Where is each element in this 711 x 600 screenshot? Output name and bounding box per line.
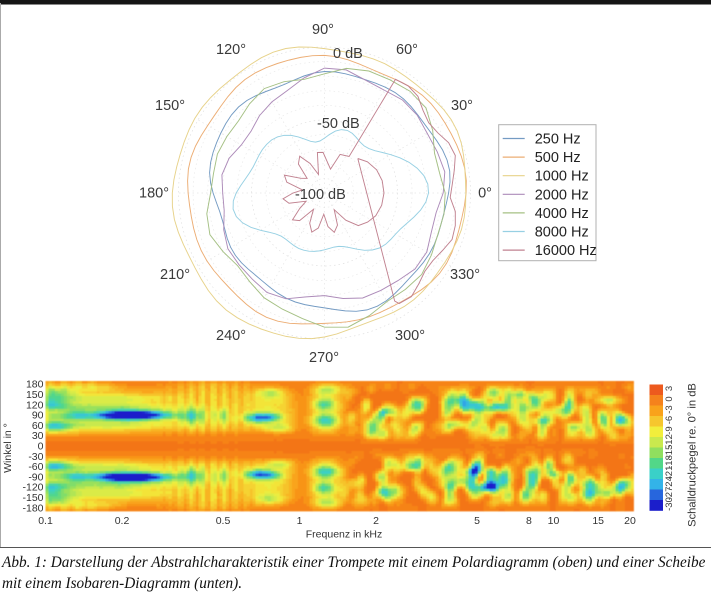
svg-text:90°: 90° <box>312 22 334 38</box>
svg-text:1: 1 <box>297 515 303 527</box>
svg-text:2: 2 <box>373 515 379 527</box>
svg-text:-180: -180 <box>22 502 43 514</box>
svg-text:-100 dB: -100 dB <box>295 187 346 203</box>
svg-text:-120: -120 <box>22 482 43 494</box>
svg-text:0: 0 <box>38 441 44 453</box>
svg-text:210°: 210° <box>160 267 190 283</box>
svg-text:250 Hz: 250 Hz <box>535 132 581 148</box>
svg-text:-18: -18 <box>664 455 675 469</box>
svg-text:0.2: 0.2 <box>115 515 130 527</box>
svg-text:Schalldruckpegel re. 0° in dB: Schalldruckpegel re. 0° in dB <box>687 383 699 527</box>
svg-text:4000 Hz: 4000 Hz <box>535 206 589 222</box>
svg-text:-50 dB: -50 dB <box>317 116 360 132</box>
svg-text:0: 0 <box>664 396 675 401</box>
svg-text:120: 120 <box>26 399 44 411</box>
svg-text:0.5: 0.5 <box>216 515 231 527</box>
svg-text:Winkel in °: Winkel in ° <box>2 423 14 473</box>
svg-text:8: 8 <box>526 515 532 527</box>
svg-text:20: 20 <box>624 515 636 527</box>
svg-text:16000 Hz: 16000 Hz <box>535 243 597 259</box>
svg-text:120°: 120° <box>216 42 246 58</box>
svg-text:150: 150 <box>26 389 44 401</box>
svg-text:-24: -24 <box>664 476 675 490</box>
svg-text:2000 Hz: 2000 Hz <box>535 187 589 203</box>
svg-text:1000 Hz: 1000 Hz <box>535 169 589 185</box>
svg-text:0.1: 0.1 <box>38 515 53 527</box>
svg-text:-6: -6 <box>664 416 675 424</box>
svg-text:-60: -60 <box>28 461 43 473</box>
svg-text:300°: 300° <box>395 328 425 344</box>
svg-text:10: 10 <box>548 515 560 527</box>
svg-text:3: 3 <box>664 386 675 391</box>
svg-text:330°: 330° <box>450 267 480 283</box>
svg-text:-150: -150 <box>22 492 43 504</box>
svg-text:240°: 240° <box>216 328 246 344</box>
svg-text:-90: -90 <box>28 471 43 483</box>
svg-text:0°: 0° <box>478 186 492 202</box>
svg-text:-12: -12 <box>664 434 675 448</box>
svg-text:-9: -9 <box>664 426 675 434</box>
svg-text:-21: -21 <box>664 466 675 480</box>
svg-text:Frequenz in kHz: Frequenz in kHz <box>306 529 382 541</box>
svg-text:30°: 30° <box>451 98 473 114</box>
svg-text:-27: -27 <box>664 487 675 501</box>
svg-text:-30: -30 <box>664 497 675 511</box>
svg-text:60: 60 <box>32 420 44 432</box>
svg-text:-30: -30 <box>28 451 43 463</box>
svg-text:30: 30 <box>32 430 44 442</box>
svg-text:270°: 270° <box>309 350 339 366</box>
svg-text:180: 180 <box>26 379 44 391</box>
svg-text:90: 90 <box>32 410 44 422</box>
svg-text:8000 Hz: 8000 Hz <box>535 225 589 241</box>
svg-text:0 dB: 0 dB <box>333 46 363 62</box>
svg-text:5: 5 <box>474 515 480 527</box>
svg-text:-15: -15 <box>664 445 675 459</box>
svg-text:180°: 180° <box>139 186 169 202</box>
svg-text:-3: -3 <box>664 405 675 413</box>
svg-text:60°: 60° <box>396 42 418 58</box>
svg-text:500 Hz: 500 Hz <box>535 150 581 166</box>
svg-text:150°: 150° <box>155 98 185 114</box>
svg-text:15: 15 <box>592 515 604 527</box>
